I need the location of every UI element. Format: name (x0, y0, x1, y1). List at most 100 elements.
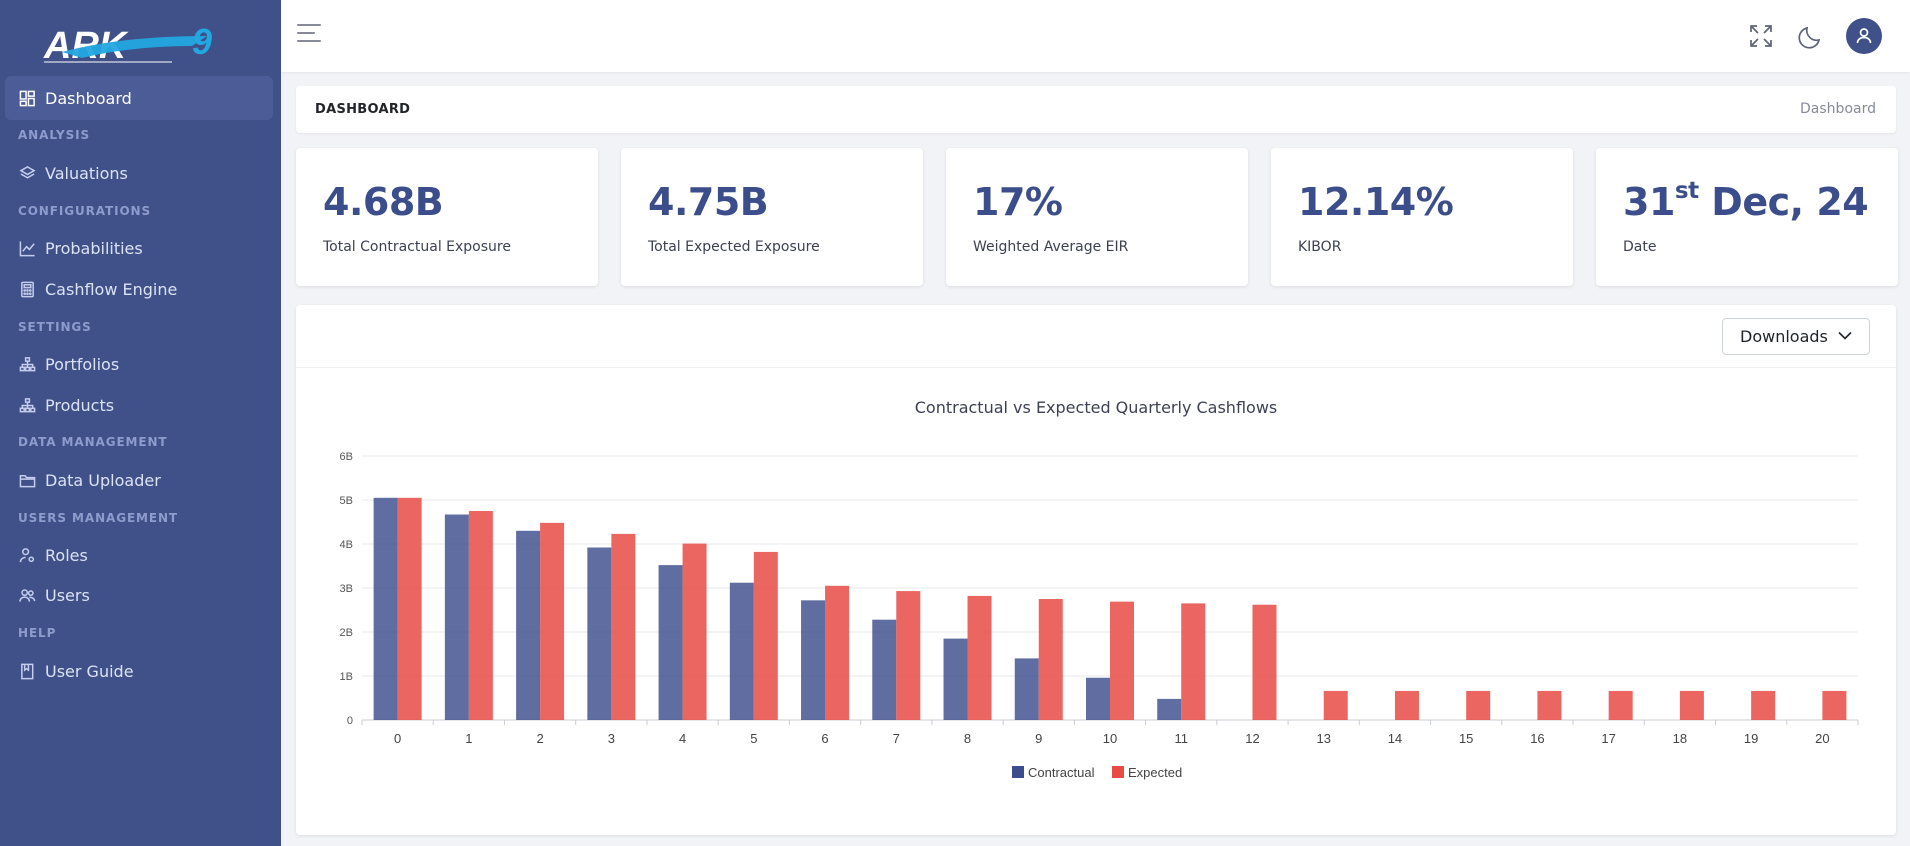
x-tick-label: 5 (750, 731, 757, 746)
y-tick-label: 2B (340, 627, 353, 639)
kpi-card-eir: 17% Weighted Average EIR (946, 148, 1248, 286)
kpi-value: 4.68B (323, 180, 444, 224)
kpi-label: Total Expected Exposure (648, 239, 820, 255)
sidebar-item-products[interactable]: Products (5, 383, 273, 427)
x-tick-label: 7 (893, 731, 900, 746)
bar-expected-7 (896, 591, 921, 720)
kpi-label: Date (1623, 239, 1657, 255)
breadcrumb[interactable]: Dashboard (1800, 101, 1876, 117)
downloads-label: Downloads (1740, 327, 1828, 346)
x-tick-label: 4 (679, 731, 686, 746)
date-day: 31 (1623, 180, 1675, 224)
nav-section-data-management: DATA MANAGEMENT (18, 435, 168, 449)
bar-expected-10 (1110, 601, 1134, 720)
hierarchy-icon (18, 355, 36, 373)
kpi-label: KIBOR (1298, 239, 1342, 255)
kpi-value: 4.75B (648, 180, 769, 224)
kpi-value: 31st Dec, 24 (1623, 178, 1869, 224)
x-tick-label: 11 (1174, 731, 1188, 746)
layers-icon (18, 164, 36, 182)
bar-contractual-11 (1157, 698, 1182, 720)
sidebar-item-probabilities[interactable]: Probabilities (5, 226, 273, 270)
x-tick-label: 2 (536, 731, 543, 746)
svg-text:9: 9 (192, 21, 212, 62)
bar-expected-17 (1608, 690, 1633, 720)
downloads-button[interactable]: Downloads (1722, 318, 1870, 355)
sidebar-item-valuations[interactable]: Valuations (5, 151, 273, 195)
legend-swatch-contractual (1012, 766, 1024, 778)
x-tick-label: 20 (1815, 731, 1829, 746)
sidebar-item-label: Probabilities (45, 238, 143, 258)
kpi-value: 12.14% (1298, 180, 1454, 224)
sidebar-item-user-guide[interactable]: User Guide (5, 649, 273, 693)
y-tick-label: 4B (340, 539, 353, 551)
sidebar-item-portfolios[interactable]: Portfolios (5, 342, 273, 386)
legend-label-contractual: Contractual (1028, 765, 1095, 780)
user-avatar[interactable] (1846, 18, 1882, 54)
x-tick-label: 13 (1316, 731, 1330, 746)
calculator-icon (18, 280, 36, 298)
user-settings-icon (18, 546, 36, 564)
x-tick-label: 10 (1103, 731, 1117, 746)
sidebar-item-label: Data Uploader (45, 470, 161, 490)
x-tick-label: 16 (1530, 731, 1544, 746)
x-tick-label: 18 (1673, 731, 1687, 746)
bar-expected-20 (1822, 690, 1847, 720)
cashflow-chart: Contractual vs Expected Quarterly Cashfl… (340, 398, 1859, 780)
y-tick-label: 3B (340, 583, 353, 595)
sidebar-item-label: User Guide (45, 661, 134, 681)
folder-icon (18, 471, 36, 489)
kpi-label: Total Contractual Exposure (323, 239, 511, 255)
bar-expected-2 (540, 522, 565, 720)
hierarchy-icon (18, 396, 36, 414)
kpi-card-expected: 4.75B Total Expected Exposure (621, 148, 923, 286)
sidebar-item-cashflow-engine[interactable]: Cashflow Engine (5, 267, 273, 311)
bar-expected-6 (825, 585, 850, 720)
kpi-card-contractual: 4.68B Total Contractual Exposure (296, 148, 598, 286)
sidebar-item-label: Dashboard (45, 88, 132, 108)
sidebar-item-label: Portfolios (45, 354, 120, 374)
bar-contractual-7 (872, 619, 897, 720)
sidebar-item-data-uploader[interactable]: Data Uploader (5, 458, 273, 502)
app-logo[interactable]: ARK 9 (42, 18, 232, 72)
sidebar-item-label: Cashflow Engine (45, 279, 178, 299)
chevron-down-icon (1838, 331, 1852, 340)
fullscreen-icon[interactable] (1745, 20, 1777, 52)
bar-expected-15 (1466, 690, 1491, 720)
nav-section-users-management: USERS MANAGEMENT (18, 511, 179, 525)
date-rest: Dec, 24 (1698, 180, 1869, 224)
bar-contractual-8 (943, 638, 968, 720)
line-chart-icon (18, 239, 36, 257)
bar-expected-12 (1252, 604, 1277, 720)
kpi-card-kibor: 12.14% KIBOR (1271, 148, 1573, 286)
bar-contractual-5 (729, 582, 754, 720)
x-tick-label: 8 (964, 731, 971, 746)
sidebar-item-roles[interactable]: Roles (5, 533, 273, 577)
dashboard-icon (18, 89, 36, 107)
page-title: DASHBOARD (315, 102, 411, 117)
x-tick-label: 1 (465, 731, 472, 746)
topbar (281, 0, 1910, 72)
sidebar-item-label: Roles (45, 545, 88, 565)
sidebar-item-dashboard[interactable]: Dashboard (5, 76, 273, 120)
bar-expected-1 (468, 511, 493, 720)
date-suffix: st (1674, 178, 1699, 204)
ark9-logo-icon: ARK 9 (43, 21, 212, 67)
bar-contractual-1 (444, 514, 469, 720)
bar-expected-9 (1038, 599, 1063, 720)
bar-contractual-10 (1086, 677, 1110, 720)
x-tick-label: 12 (1245, 731, 1259, 746)
bar-expected-11 (1181, 603, 1206, 720)
x-tick-label: 14 (1388, 731, 1402, 746)
moon-icon[interactable] (1795, 20, 1827, 52)
nav-section-configurations: CONFIGURATIONS (18, 204, 152, 218)
bar-contractual-2 (516, 530, 541, 720)
menu-icon[interactable] (297, 24, 323, 46)
y-tick-label: 1B (340, 671, 353, 683)
sidebar-item-users[interactable]: Users (5, 573, 273, 617)
y-tick-label: 0 (347, 715, 353, 727)
nav-section-settings: SETTINGS (18, 320, 92, 334)
x-tick-label: 9 (1035, 731, 1042, 746)
bar-contractual-3 (587, 547, 612, 720)
bar-contractual-0 (373, 497, 398, 720)
